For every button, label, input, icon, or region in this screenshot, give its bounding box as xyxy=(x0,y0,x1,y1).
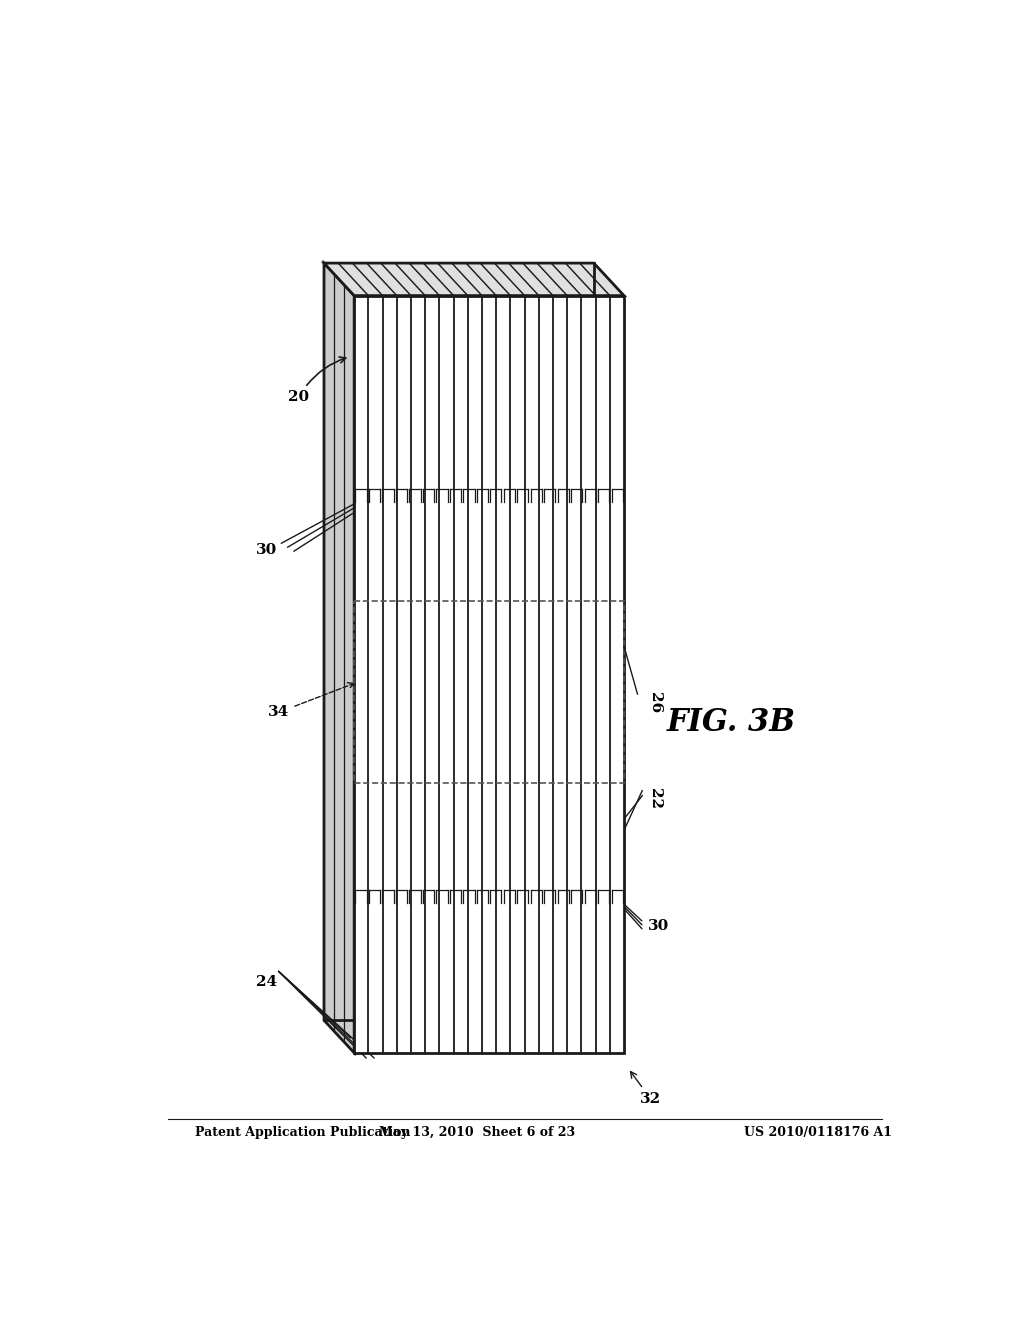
Polygon shape xyxy=(354,296,624,1053)
Text: 32: 32 xyxy=(631,1072,662,1106)
Text: May 13, 2010  Sheet 6 of 23: May 13, 2010 Sheet 6 of 23 xyxy=(379,1126,575,1139)
Text: Patent Application Publication: Patent Application Publication xyxy=(196,1126,411,1139)
Text: 34: 34 xyxy=(268,682,354,719)
Text: FIG. 3B: FIG. 3B xyxy=(667,708,796,738)
Text: 26: 26 xyxy=(648,692,662,713)
Text: 30: 30 xyxy=(256,543,278,557)
Text: 22: 22 xyxy=(648,788,662,809)
Text: 30: 30 xyxy=(648,919,669,933)
Polygon shape xyxy=(324,263,624,296)
Polygon shape xyxy=(324,263,354,1053)
Text: 20: 20 xyxy=(288,356,346,404)
Text: 24: 24 xyxy=(256,974,278,989)
Text: US 2010/0118176 A1: US 2010/0118176 A1 xyxy=(744,1126,893,1139)
